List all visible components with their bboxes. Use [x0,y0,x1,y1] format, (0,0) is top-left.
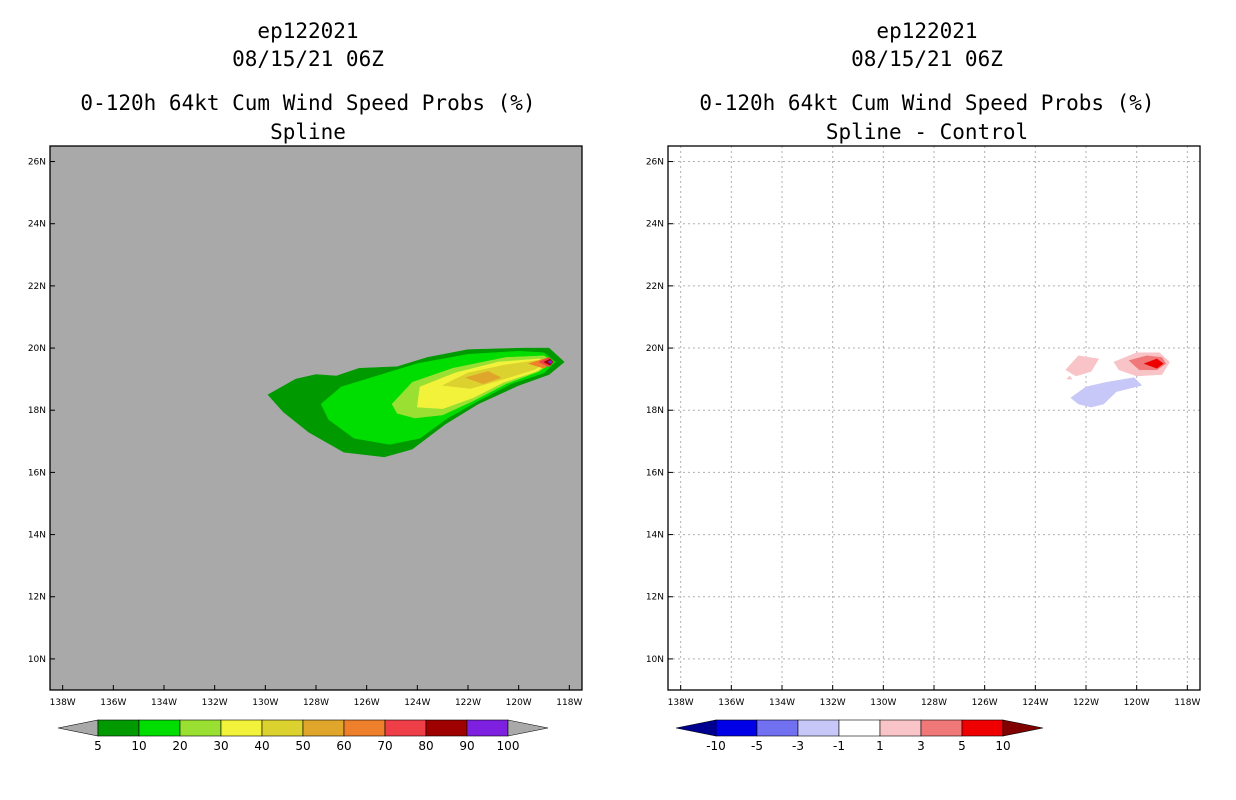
colorbar-label: 70 [377,739,392,753]
y-tick-label: 10N [646,655,664,665]
colorbar-label: 40 [254,739,269,753]
x-tick-label: 134W [151,698,177,708]
colorbar-label: 90 [459,739,474,753]
colorbar-over-triangle [507,719,549,737]
contour-level-50 [465,371,502,385]
x-tick-label: 124W [404,698,430,708]
colorbar-swatch [838,719,881,737]
panel-2-storm-id: ep122021 [876,19,978,43]
colorbar-swatch [97,719,140,737]
x-tick-label: 138W [668,698,694,708]
colorbar-swatch [961,719,1004,737]
contour-level-neg1 [1070,377,1142,408]
x-tick-label: 136W [100,698,126,708]
panel-2-chart-subtitle: Spline - Control [825,120,1029,144]
colorbar-swatch [466,719,509,737]
y-tick-label: 10N [28,655,46,665]
x-tick-label: 136W [718,698,744,708]
x-tick-label: 138W [50,698,76,708]
colorbar-swatch [384,719,427,737]
x-tick-label: 120W [1124,698,1150,708]
probability-map-spline-minus-control: 138W 136W 134W 132W 130W 128W 126W 124W 122W 120W… [646,145,1201,753]
panel-1-chart-title: 0-120h 64kt Cum Wind Speed Probs (%) [80,91,536,115]
contour-level-1 [1066,375,1073,380]
colorbar-swatch [220,719,263,737]
x-tick-label: 122W [455,698,481,708]
y-tick-label: 16N [28,468,46,478]
colorbar-swatch [425,719,468,737]
colorbar-label: 50 [295,739,310,753]
y-tick-label: 18N [28,406,46,416]
x-tick-label: 130W [870,698,896,708]
x-tick-label: 132W [202,698,228,708]
colorbar-label: 10 [131,739,146,753]
y-tick-label: 16N [646,468,664,478]
y-tick-label: 22N [646,282,664,292]
panel-1-datetime: 08/15/21 06Z [232,47,384,71]
colorbar-label: -1 [833,739,845,753]
contour-level-5 [1144,358,1164,369]
colorbar-label: -10 [706,739,726,753]
colorbar-label: 1 [876,739,884,753]
colorbar-swatch [920,719,963,737]
x-tick-label: 128W [303,698,329,708]
x-tick-label: 126W [354,698,380,708]
y-tick-label: 24N [28,220,46,230]
y-tick-label: 26N [28,158,46,168]
colorbar-swatch [261,719,304,737]
colorbar-swatch [179,719,222,737]
x-tick-label: 118W [1174,698,1200,708]
colorbar-label: 100 [497,739,520,753]
probability-map-spline: 138W 136W 134W 132W 130W 128W 126W 124W 122W 120W… [28,145,583,753]
x-tick-label: 124W [1022,698,1048,708]
panel-1-storm-id: ep122021 [257,19,359,43]
y-tick-label: 26N [646,158,664,168]
colorbar-label: 30 [213,739,228,753]
contour-level-1 [1065,355,1099,377]
y-tick-label: 20N [646,344,664,354]
colorbar-over-triangle [1002,719,1044,737]
x-tick-label: 118W [556,698,582,708]
colorbar-label: 10 [995,739,1010,753]
x-tick-label: 130W [252,698,278,708]
x-tick-label: 120W [506,698,532,708]
x-tick-label: 128W [921,698,947,708]
y-tick-label: 14N [646,531,664,541]
panel-2-chart-title: 0-120h 64kt Cum Wind Speed Probs (%) [699,91,1155,115]
contour-level-90 [547,360,553,364]
y-tick-label: 22N [28,282,46,292]
colorbar-swatch [302,719,345,737]
x-tick-label: 126W [972,698,998,708]
colorbar-label: -3 [792,739,804,753]
colorbar-swatch [715,719,758,737]
colorbar-label: 3 [917,739,925,753]
colorbar-under-triangle [675,719,717,737]
colorbar-swatch [879,719,922,737]
colorbar-label: 20 [172,739,187,753]
y-tick-label: 12N [28,593,46,603]
colorbar-label: 60 [336,739,351,753]
colorbar-label: -5 [751,739,763,753]
x-tick-label: 122W [1073,698,1099,708]
y-tick-label: 12N [646,593,664,603]
colorbar-swatch [797,719,840,737]
x-tick-label: 134W [769,698,795,708]
colorbar-label: 5 [94,739,102,753]
y-tick-label: 20N [28,344,46,354]
colorbar-label: 5 [958,739,966,753]
colorbar-label: 80 [418,739,433,753]
colorbar-under-triangle [57,719,99,737]
y-tick-label: 14N [28,531,46,541]
colorbar-swatch [756,719,799,737]
y-tick-label: 18N [646,406,664,416]
x-tick-label: 132W [820,698,846,708]
colorbar-swatch [138,719,181,737]
panel-2-datetime: 08/15/21 06Z [851,47,1003,71]
panel-1-chart-subtitle: Spline [270,120,346,144]
colorbar-swatch [343,719,386,737]
y-tick-label: 24N [646,220,664,230]
